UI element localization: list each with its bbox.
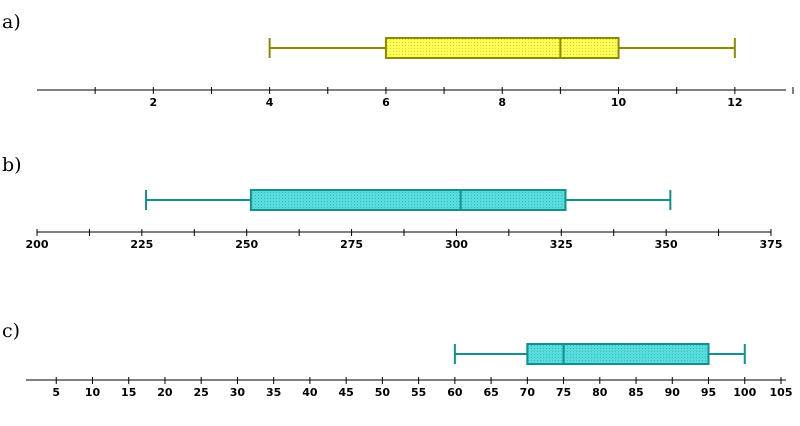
panel-label: a) <box>2 11 21 33</box>
x-tick-label: 75 <box>556 386 571 399</box>
x-tick-label: 55 <box>411 386 426 399</box>
x-tick-label: 105 <box>770 386 793 399</box>
interquartile-box <box>526 343 710 365</box>
x-tick-label: 60 <box>447 386 463 399</box>
x-tick-label: 85 <box>628 386 643 399</box>
x-tick-label: 350 <box>655 238 678 251</box>
x-tick-label: 5 <box>52 386 60 399</box>
x-tick-label: 35 <box>266 386 281 399</box>
x-tick-label: 80 <box>592 386 608 399</box>
x-tick-label: 65 <box>483 386 498 399</box>
panel-label: b) <box>2 154 22 176</box>
x-tick-label: 25 <box>194 386 209 399</box>
x-tick-label: 30 <box>230 386 246 399</box>
x-tick-label: 275 <box>340 238 363 251</box>
x-tick-label: 200 <box>26 238 49 251</box>
x-tick-label: 2 <box>149 96 157 109</box>
x-tick-label: 4 <box>266 96 274 109</box>
x-tick-label: 45 <box>338 386 353 399</box>
panel-label: c) <box>2 320 20 342</box>
panel-1: a) 2 4 6 8 10 12 <box>2 11 794 109</box>
panel-3: c) 5 10 15 20 25 30 35 40 45 50 55 60 65 70 75 80 85 90 95 1… <box>2 320 792 399</box>
interquartile-box <box>249 189 567 211</box>
x-tick-label: 50 <box>375 386 391 399</box>
x-tick-label: 10 <box>85 386 101 399</box>
x-tick-label: 300 <box>445 238 468 251</box>
x-tick-label: 10 <box>611 96 627 109</box>
interquartile-box <box>384 37 620 59</box>
x-tick-label: 100 <box>733 386 756 399</box>
x-tick-label: 20 <box>157 386 173 399</box>
panel-2: b) 200 225 250 275 300 325 350 375 <box>2 154 782 251</box>
x-tick-label: 40 <box>302 386 318 399</box>
x-tick-label: 250 <box>235 238 258 251</box>
x-tick-label: 325 <box>550 238 573 251</box>
x-tick-label: 12 <box>727 96 742 109</box>
x-tick-label: 95 <box>701 386 716 399</box>
x-tick-label: 15 <box>121 386 136 399</box>
x-tick-label: 225 <box>130 238 153 251</box>
x-tick-label: 6 <box>382 96 390 109</box>
x-tick-label: 8 <box>498 96 506 109</box>
x-tick-label: 90 <box>665 386 681 399</box>
x-tick-label: 70 <box>520 386 536 399</box>
x-tick-label: 375 <box>760 238 783 251</box>
